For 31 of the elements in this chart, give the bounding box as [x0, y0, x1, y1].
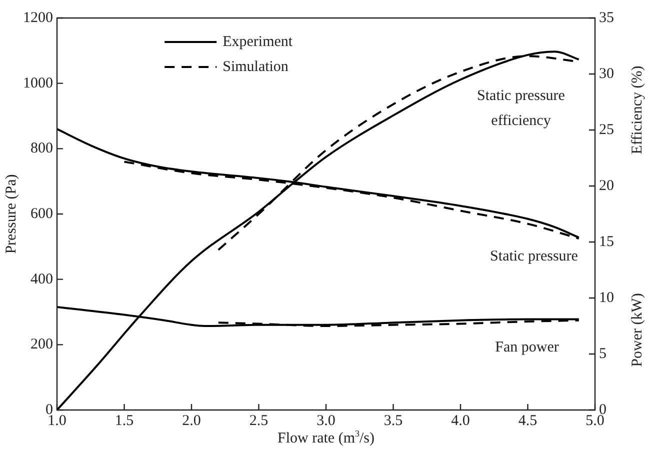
y2-tick-label: 30: [599, 66, 614, 82]
y2-tick-label: 35: [599, 10, 614, 26]
y-axis-title: Pressure (Pa): [4, 174, 20, 254]
legend-label: Experiment: [222, 34, 294, 50]
annotation: Static pressure: [490, 248, 578, 266]
x-tick-label: 4.0: [451, 412, 470, 429]
x-tick-label: 4.5: [518, 412, 538, 429]
y2-axis-title: Efficiency (%): [630, 66, 646, 154]
x-tick-label: 1.5: [114, 412, 134, 429]
y2-tick-label: 15: [599, 234, 614, 250]
y2-tick-label: 10: [599, 290, 614, 306]
x-tick-label: 2.5: [249, 412, 268, 429]
y2-tick-label: 5: [599, 346, 606, 362]
annotation: Static pressure efficiency: [476, 87, 566, 131]
y-tick-label: 1200: [23, 10, 53, 26]
x-tick-label: 2.0: [182, 412, 201, 429]
x-tick-label: 3.0: [316, 412, 336, 429]
y-tick-label: 800: [30, 140, 53, 157]
y2-tick-label: 20: [599, 178, 614, 194]
x-tick-label: 3.5: [384, 412, 403, 429]
x-tick-label: 1.0: [48, 412, 66, 429]
y2-tick-label: 25: [599, 122, 614, 138]
x-tick-label: 5.0: [586, 412, 604, 429]
legend-label: Simulation: [222, 58, 289, 75]
y-tick-label: 400: [30, 271, 53, 288]
y-tick-label: 1000: [23, 75, 53, 92]
y-tick-label: 200: [30, 336, 53, 353]
x-axis-title: Flow rate (m$^{3}$/s): [278, 428, 374, 448]
annotation: Fan power: [495, 340, 559, 356]
y-tick-label: 600: [30, 206, 53, 222]
text: Power (kW): [630, 293, 646, 367]
